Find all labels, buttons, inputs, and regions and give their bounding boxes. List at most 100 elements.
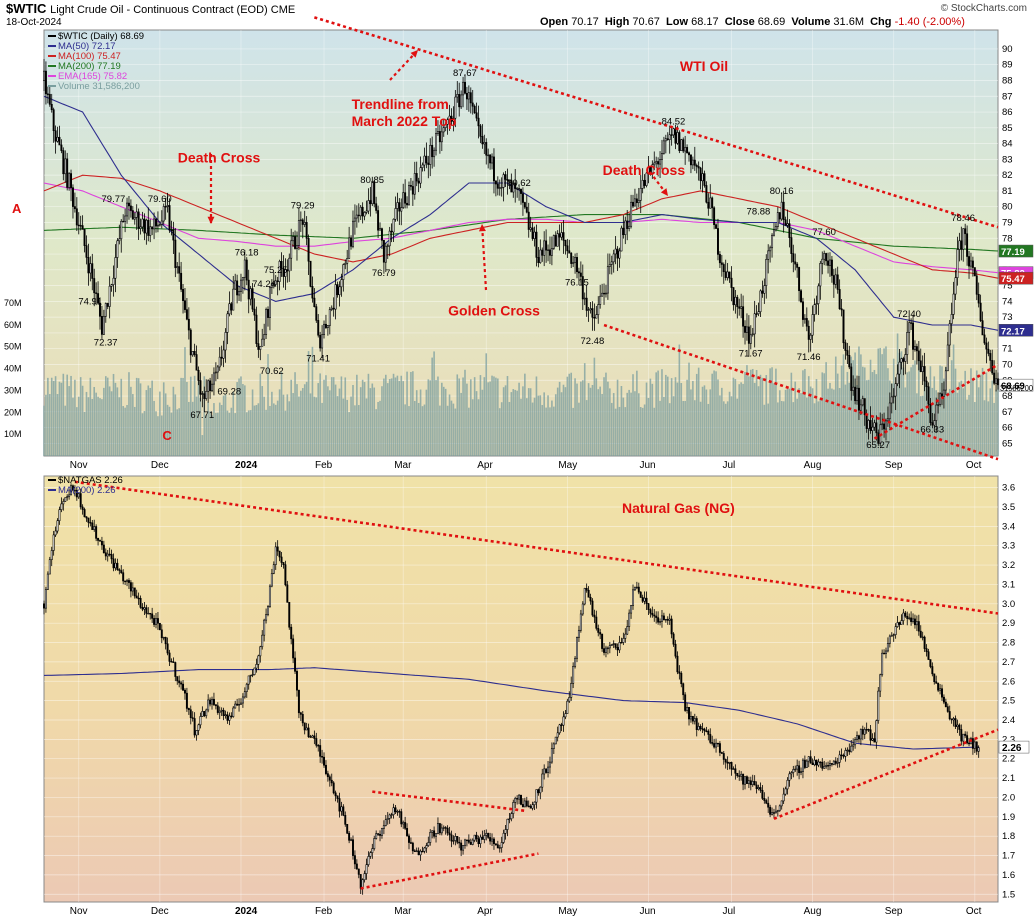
natgas-candle	[133, 587, 136, 597]
natgas-candle	[456, 836, 459, 843]
oil-candle	[877, 432, 880, 444]
volume-bar	[311, 346, 314, 456]
brand-watermark: © StockCharts.com	[940, 3, 1027, 14]
oil-candle	[475, 112, 478, 119]
oil-candle	[641, 179, 644, 189]
natgas-candle	[257, 655, 260, 665]
natgas-candle	[348, 832, 351, 841]
oil-candle	[954, 277, 957, 295]
volume-bar	[344, 377, 347, 456]
natgas-candle	[747, 780, 750, 784]
volume-bar	[620, 385, 623, 456]
natgas-candle	[191, 717, 194, 719]
natgas-candle	[296, 671, 298, 691]
volume-bar	[130, 386, 132, 456]
annotation-label: C	[162, 428, 172, 443]
oil-candle	[456, 94, 459, 98]
volume-bar	[348, 412, 350, 456]
volume-bar	[815, 379, 818, 456]
natgas-candle	[429, 832, 432, 843]
annotation-label: WTI Oil	[680, 58, 728, 74]
natgas-candle	[158, 622, 161, 631]
oil-candle	[408, 185, 410, 206]
oil-candle	[744, 325, 746, 333]
volume-bar	[388, 379, 391, 456]
oil-candle	[510, 179, 513, 193]
oil-candle	[294, 236, 297, 249]
volume-bar	[703, 385, 706, 456]
high-value: 70.67	[632, 16, 660, 28]
volume-bar	[265, 409, 267, 456]
volume-bar	[43, 405, 45, 456]
natgas-candle	[276, 546, 279, 552]
volume-bar	[583, 363, 586, 456]
last-value-label: 75.47	[1001, 274, 1025, 285]
oil-candle	[800, 290, 802, 303]
volume-bar	[199, 397, 202, 456]
oil-candle	[259, 346, 262, 350]
volume-bar	[47, 377, 49, 456]
oil-candle	[604, 292, 607, 295]
natgas-candle	[350, 839, 353, 841]
natgas-candle	[861, 729, 864, 735]
volume-bar	[792, 402, 795, 456]
natgas-candle	[726, 761, 729, 764]
oil-candle	[43, 70, 45, 81]
last-value-label: 77.19	[1001, 247, 1025, 258]
natgas-x-tick-label: May	[558, 906, 577, 916]
oil-candle	[838, 289, 841, 310]
natgas-candle	[184, 689, 186, 694]
natgas-y-tick-label: 1.7	[1002, 851, 1015, 862]
volume-bar	[70, 375, 72, 456]
natgas-trendline	[372, 790, 527, 813]
oil-candle	[330, 307, 333, 310]
natgas-candle	[62, 501, 65, 505]
natgas-candle	[367, 856, 370, 865]
natgas-candle	[898, 622, 901, 625]
natgas-candle	[628, 612, 631, 627]
oil-candle	[881, 423, 884, 426]
natgas-candle	[203, 711, 206, 717]
volume-bar	[732, 377, 735, 456]
oil-candle	[77, 224, 80, 227]
oil-candle	[344, 262, 347, 265]
price-label: 78.46	[951, 213, 975, 224]
oil-candle	[966, 233, 969, 257]
volume-bar	[273, 403, 275, 456]
natgas-candle	[811, 762, 814, 766]
volume-axis-label: 50M	[4, 342, 22, 352]
natgas-candle	[116, 562, 119, 570]
natgas-candle	[408, 835, 410, 843]
natgas-candle	[253, 667, 256, 675]
volume-bar	[539, 395, 542, 456]
oil-candle	[969, 260, 972, 267]
volume-bar	[120, 378, 123, 456]
volume-bar	[340, 376, 343, 456]
volume-bar	[352, 384, 354, 456]
legend-entry: MA(200) 2.26	[58, 485, 116, 496]
natgas-candle	[139, 598, 142, 608]
volume-bar	[846, 371, 849, 456]
price-label: 87.67	[453, 68, 477, 79]
volume-bar	[45, 394, 47, 456]
volume-bar	[997, 380, 999, 456]
oil-candle	[108, 285, 111, 307]
annotation-label: A	[12, 201, 22, 216]
volume-bar	[383, 378, 385, 456]
oil-candle	[751, 333, 754, 336]
volume-bar	[699, 401, 702, 456]
volume-bar	[898, 352, 901, 456]
oil-candle	[346, 258, 349, 264]
oil-candle	[628, 225, 631, 229]
volume-bar	[238, 378, 240, 456]
volume-bar	[139, 383, 142, 456]
oil-candle	[722, 264, 725, 273]
volume-bar	[975, 370, 978, 456]
natgas-candle	[796, 765, 799, 770]
volume-bar	[215, 412, 217, 456]
oil-candle	[324, 323, 327, 328]
natgas-candle	[960, 729, 963, 742]
oil-candle	[917, 350, 920, 362]
oil-candle	[664, 138, 667, 142]
